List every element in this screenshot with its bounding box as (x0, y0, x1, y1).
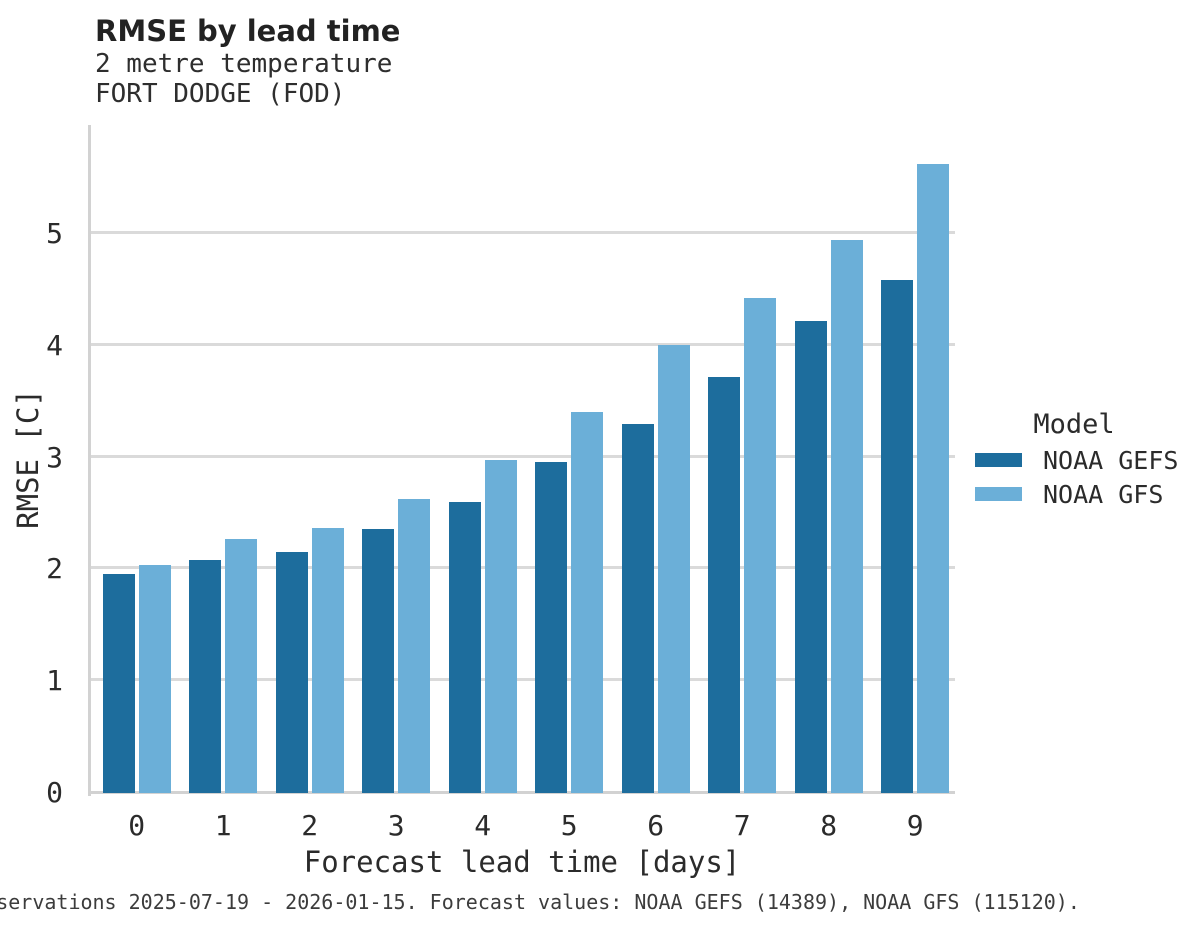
footer-note: Observations 2025-07-19 - 2026-01-15. Fo… (0, 890, 1080, 914)
x-tick-label-5: 5 (560, 809, 578, 842)
bar-noaa-gfs-day-3 (398, 498, 431, 793)
chart-station-label: FORT DODGE (FOD) (95, 79, 346, 109)
plot-area (88, 125, 955, 796)
y-axis-spine (88, 125, 91, 796)
bar-noaa-gfs-day-7 (744, 297, 777, 793)
legend-row-noaa-gefs: NOAA GEFS (965, 443, 1183, 477)
legend-row-noaa-gfs: NOAA GFS (965, 477, 1183, 511)
x-tick-label-8: 8 (820, 809, 838, 842)
legend-label: NOAA GFS (1043, 479, 1164, 509)
bar-noaa-gfs-day-2 (311, 528, 344, 793)
gridline-y-3 (91, 454, 955, 458)
x-tick-label-3: 3 (387, 809, 405, 842)
gridline-y-2 (91, 566, 955, 570)
legend-swatch-icon (975, 487, 1022, 501)
bar-noaa-gfs-day-6 (657, 344, 690, 793)
x-axis-label: Forecast lead time [days] (303, 845, 741, 879)
y-tick-label-2: 2 (46, 552, 63, 586)
bar-noaa-gefs-day-3 (362, 529, 395, 793)
bar-noaa-gfs-day-5 (571, 411, 604, 793)
gridline-y-4 (91, 342, 955, 346)
bar-noaa-gfs-day-8 (830, 239, 863, 793)
x-tick-label-4: 4 (474, 809, 492, 842)
bar-noaa-gefs-day-8 (794, 321, 827, 793)
gridline-y-1 (91, 678, 955, 682)
x-tick-label-1: 1 (214, 809, 232, 842)
bar-noaa-gefs-day-5 (535, 462, 568, 793)
bar-noaa-gfs-day-0 (138, 564, 171, 793)
y-tick-label-5: 5 (46, 217, 63, 250)
bar-noaa-gfs-day-4 (484, 459, 517, 793)
bar-noaa-gfs-day-1 (225, 539, 258, 793)
gridline-y-5 (91, 231, 955, 234)
y-tick-label-1: 1 (46, 664, 63, 698)
bar-noaa-gefs-day-2 (275, 551, 308, 793)
bar-noaa-gfs-day-9 (917, 163, 950, 793)
bar-noaa-gefs-day-4 (448, 502, 481, 793)
x-tick-label-0: 0 (128, 809, 146, 842)
legend-swatch-icon (975, 453, 1022, 467)
y-tick-label-0: 0 (46, 776, 63, 809)
x-tick-label-9: 9 (906, 809, 924, 842)
x-tick-label-7: 7 (733, 809, 751, 842)
bar-noaa-gefs-day-1 (189, 560, 222, 793)
chart-subtitle: 2 metre temperature (95, 49, 393, 79)
bar-noaa-gefs-day-0 (102, 573, 135, 793)
legend: Model NOAA GEFS NOAA GFS (965, 407, 1183, 511)
y-tick-label-3: 3 (46, 440, 63, 474)
bar-noaa-gefs-day-9 (881, 279, 914, 793)
bar-noaa-gefs-day-6 (621, 424, 654, 793)
chart-title: RMSE by lead time (95, 14, 401, 48)
x-tick-label-6: 6 (647, 809, 665, 842)
x-tick-label-2: 2 (301, 809, 319, 842)
legend-label: NOAA GEFS (1043, 445, 1179, 475)
y-tick-label-4: 4 (46, 328, 63, 362)
x-axis-spine (88, 791, 955, 794)
bar-noaa-gefs-day-7 (708, 377, 741, 793)
legend-title: Model (1033, 409, 1115, 440)
